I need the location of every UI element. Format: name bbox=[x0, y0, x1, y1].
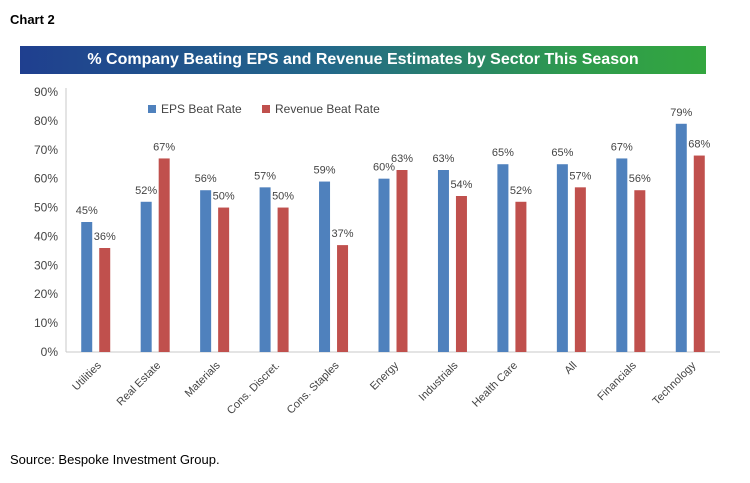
x-category-label: All bbox=[562, 360, 579, 377]
legend-revenue-swatch bbox=[262, 105, 270, 113]
eps-bar bbox=[259, 187, 271, 352]
y-tick-label: 60% bbox=[34, 172, 58, 186]
eps-data-label: 57% bbox=[254, 170, 276, 182]
eps-data-label: 59% bbox=[314, 165, 336, 177]
x-category-label: Materials bbox=[183, 359, 223, 399]
revenue-data-label: 37% bbox=[332, 228, 354, 240]
revenue-bar bbox=[515, 201, 527, 352]
revenue-data-label: 36% bbox=[94, 231, 116, 243]
revenue-bar bbox=[455, 196, 467, 352]
revenue-data-label: 68% bbox=[688, 139, 710, 151]
revenue-data-label: 50% bbox=[272, 191, 294, 203]
bar-chart: 0% 10% 20% 30% 40% 50% 60% 70% 80% 90% 45% 36% Utili… bbox=[34, 85, 720, 417]
x-category-label: Cons. Discret. bbox=[225, 360, 282, 417]
y-tick-label: 90% bbox=[34, 85, 58, 99]
x-category-label: Utilities bbox=[70, 359, 104, 393]
eps-data-label: 67% bbox=[611, 141, 633, 153]
eps-bar bbox=[319, 181, 331, 352]
x-category-label: Real Estate bbox=[115, 360, 164, 409]
revenue-bar bbox=[337, 245, 349, 352]
revenue-bar bbox=[693, 155, 705, 352]
eps-bar bbox=[378, 178, 390, 352]
eps-bar bbox=[675, 123, 687, 353]
revenue-bar bbox=[396, 170, 408, 352]
source-note: Source: Bespoke Investment Group. bbox=[10, 452, 220, 467]
eps-bar bbox=[140, 201, 152, 352]
eps-bar bbox=[200, 190, 212, 352]
revenue-data-label: 54% bbox=[450, 179, 472, 191]
x-category-label: Health Care bbox=[470, 360, 520, 410]
y-tick-label: 20% bbox=[34, 287, 58, 301]
x-category-label: Energy bbox=[368, 359, 401, 392]
revenue-data-label: 67% bbox=[153, 141, 175, 153]
y-tick-label: 50% bbox=[34, 201, 58, 215]
revenue-data-label: 57% bbox=[569, 170, 591, 182]
eps-data-label: 63% bbox=[432, 153, 454, 165]
eps-bar bbox=[616, 158, 628, 352]
revenue-bar bbox=[218, 207, 230, 352]
revenue-data-label: 63% bbox=[391, 153, 413, 165]
chart-title: % Company Beating EPS and Revenue Estima… bbox=[20, 46, 706, 74]
revenue-bar bbox=[634, 190, 646, 352]
eps-data-label: 79% bbox=[670, 107, 692, 119]
x-category-label: Cons. Staples bbox=[285, 359, 342, 416]
y-tick-label: 10% bbox=[34, 316, 58, 330]
y-tick-label: 70% bbox=[34, 143, 58, 157]
eps-data-label: 52% bbox=[135, 185, 157, 197]
x-category-label: Financials bbox=[595, 359, 639, 403]
eps-bar bbox=[497, 164, 509, 352]
y-tick-label: 0% bbox=[41, 345, 59, 359]
eps-bar bbox=[437, 170, 449, 352]
eps-data-label: 56% bbox=[195, 173, 217, 185]
revenue-bar bbox=[574, 187, 586, 352]
legend-revenue-label: Revenue Beat Rate bbox=[275, 102, 380, 116]
x-category-label: Technology bbox=[651, 359, 699, 407]
eps-bar bbox=[556, 164, 568, 352]
y-tick-label: 30% bbox=[34, 258, 58, 272]
legend-eps-label: EPS Beat Rate bbox=[161, 102, 242, 116]
x-category-label: Industrials bbox=[417, 359, 461, 403]
eps-data-label: 60% bbox=[373, 162, 395, 174]
eps-data-label: 65% bbox=[492, 147, 514, 159]
revenue-bar bbox=[277, 207, 289, 352]
y-tick-label: 80% bbox=[34, 114, 58, 128]
revenue-data-label: 52% bbox=[510, 185, 532, 197]
eps-data-label: 65% bbox=[551, 147, 573, 159]
revenue-bar bbox=[99, 248, 111, 352]
chart-label: Chart 2 bbox=[10, 12, 55, 27]
eps-bar bbox=[81, 222, 93, 352]
revenue-data-label: 56% bbox=[629, 173, 651, 185]
legend-eps-swatch bbox=[148, 105, 156, 113]
revenue-data-label: 50% bbox=[213, 191, 235, 203]
y-tick-label: 40% bbox=[34, 229, 58, 243]
revenue-bar bbox=[158, 158, 170, 352]
eps-data-label: 45% bbox=[76, 205, 98, 217]
